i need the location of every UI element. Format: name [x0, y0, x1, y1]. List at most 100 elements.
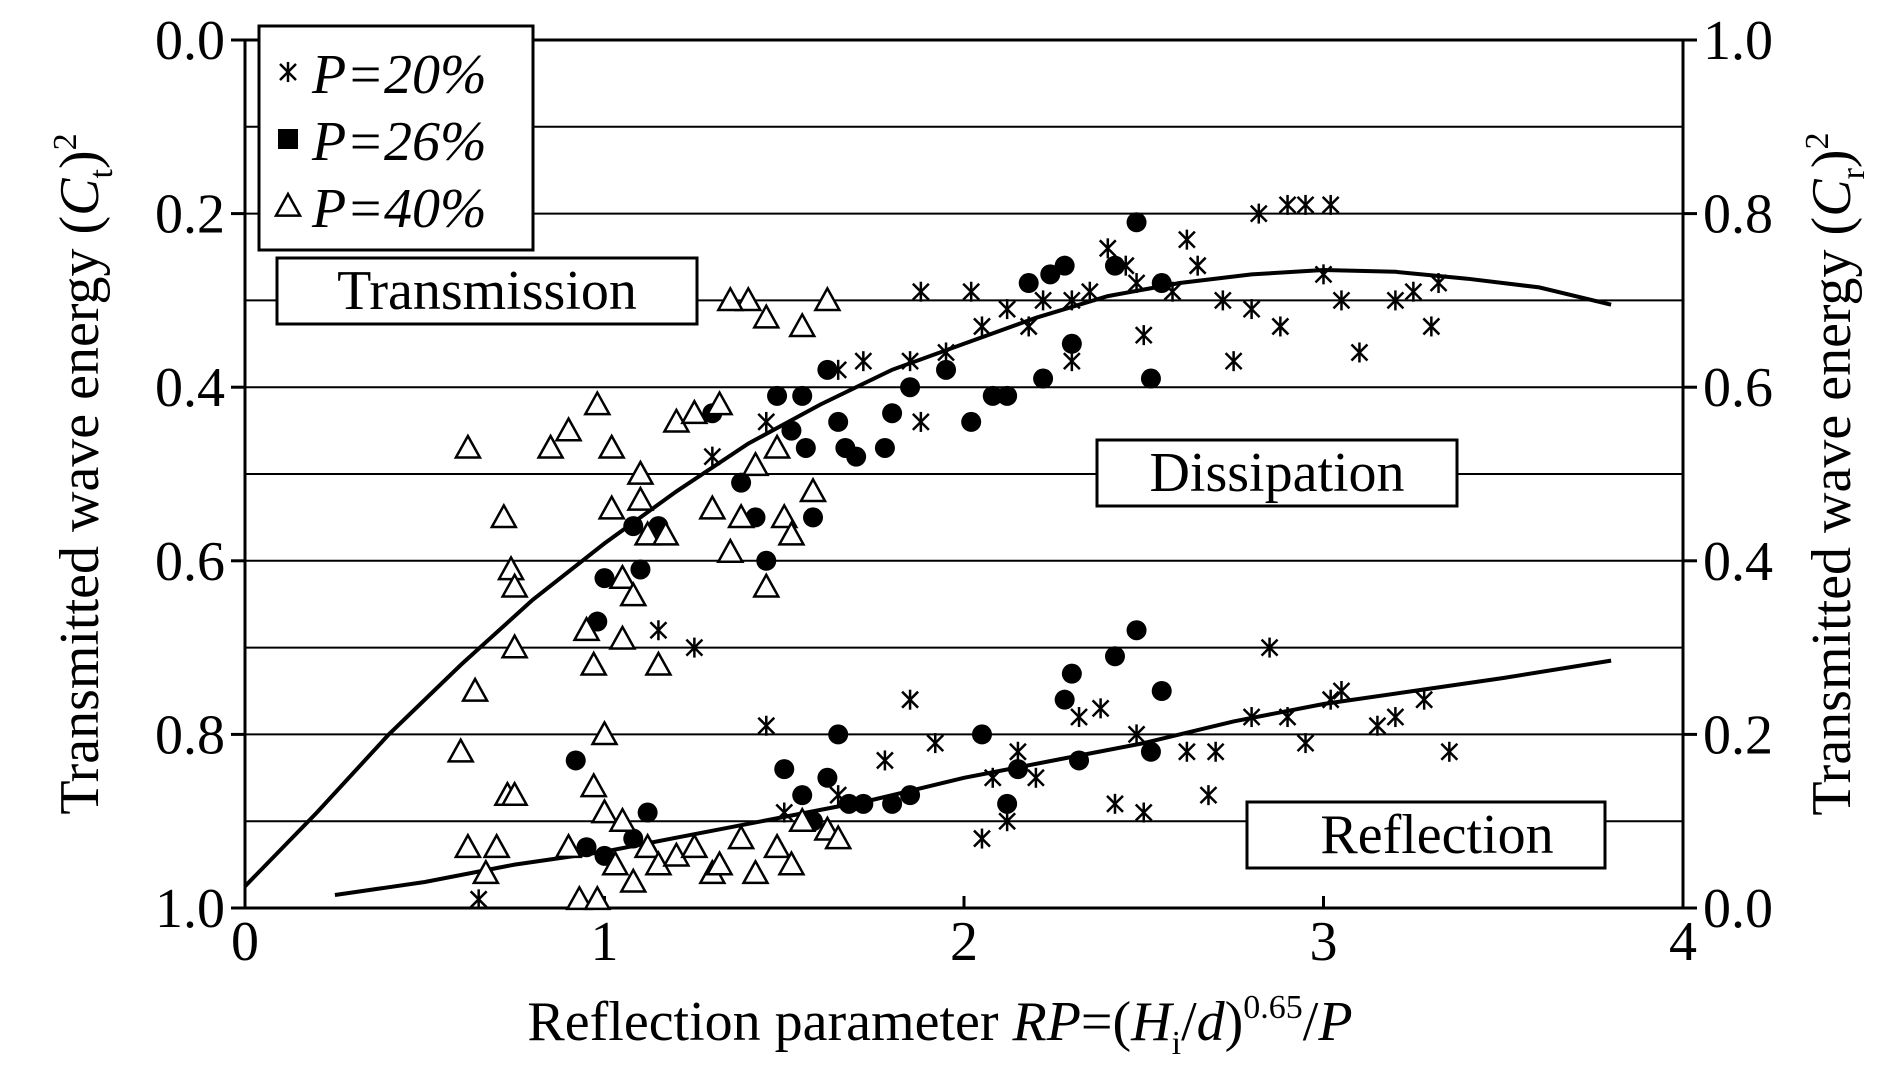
- data-point: [726, 823, 756, 850]
- data-point: [1332, 681, 1351, 701]
- data-point: [1070, 707, 1088, 728]
- data-point: [1127, 273, 1146, 294]
- data-point: [630, 559, 651, 580]
- data-point: [1061, 333, 1082, 354]
- data-point: [685, 637, 704, 658]
- data-point: [1260, 637, 1279, 658]
- data-point: [824, 823, 853, 850]
- dissipation-label: Dissipation: [1095, 438, 1459, 508]
- data-point: [998, 299, 1017, 320]
- data-point: [608, 624, 637, 650]
- data-point: [971, 724, 992, 745]
- data-point: [828, 724, 849, 745]
- legend-label-p26: P=26%: [311, 111, 487, 173]
- data-point: [1242, 299, 1261, 320]
- data-point: [1321, 194, 1340, 215]
- data-point: [726, 502, 756, 529]
- y-left-tick-label: 0.0: [155, 10, 225, 72]
- data-point: [1033, 368, 1054, 389]
- data-point: [590, 797, 619, 824]
- data-point: [565, 884, 594, 911]
- data-point: [1007, 759, 1028, 780]
- data-point: [705, 850, 734, 876]
- data-point: [792, 785, 813, 806]
- data-point: [489, 502, 518, 529]
- data-point: [1429, 273, 1448, 294]
- data-point: [1018, 273, 1039, 294]
- y-left-tick-label: 1.0: [155, 878, 225, 940]
- data-point: [536, 433, 565, 459]
- data-point: [554, 832, 583, 859]
- data-point: [1404, 281, 1423, 302]
- data-point: [1296, 733, 1315, 754]
- data-point: [1213, 290, 1232, 311]
- data-point: [762, 433, 792, 459]
- data-point: [853, 793, 874, 814]
- data-point: [453, 433, 483, 459]
- y-left-axis-title: Transmitted wave energy (Ct)2: [47, 133, 120, 814]
- data-point: [900, 377, 921, 398]
- y-left-tick-label: 0.6: [155, 531, 225, 593]
- data-point: [838, 793, 859, 814]
- y-left-tick-label: 0.2: [155, 184, 225, 246]
- data-point: [846, 446, 867, 467]
- data-point: [1314, 264, 1333, 285]
- data-point: [626, 485, 655, 511]
- data-point: [874, 437, 895, 458]
- data-point: [579, 650, 608, 676]
- dissipation-label-text: Dissipation: [1149, 442, 1404, 504]
- x-tick-label: 3: [1310, 911, 1338, 973]
- data-point: [601, 850, 630, 876]
- legend-label-p20: P=20%: [311, 44, 487, 106]
- data-point: [1422, 316, 1441, 337]
- y-right-tick-labels: 1.0 0.8 0.6 0.4 0.2 0.0: [1703, 10, 1773, 940]
- data-points: [446, 194, 1459, 911]
- data-point: [1386, 707, 1405, 728]
- data-point: [1134, 325, 1153, 346]
- data-point: [482, 832, 511, 859]
- data-point: [911, 411, 930, 432]
- y-left-tick-label: 0.8: [155, 704, 225, 766]
- data-point: [554, 416, 583, 442]
- data-point: [817, 359, 838, 380]
- data-point: [680, 398, 709, 425]
- data-point: [1126, 620, 1147, 641]
- reflection-label-text: Reflection: [1320, 804, 1553, 866]
- data-point: [795, 437, 816, 458]
- data-point: [1062, 290, 1081, 311]
- x-tick-label: 4: [1669, 911, 1697, 973]
- data-point: [998, 811, 1017, 832]
- data-point: [1178, 741, 1196, 762]
- data-point: [633, 832, 662, 859]
- data-point: [828, 411, 849, 432]
- data-point: [1332, 290, 1351, 311]
- data-point: [1386, 290, 1405, 311]
- data-point: [1034, 290, 1052, 311]
- data-point: [583, 884, 612, 911]
- data-point: [579, 771, 608, 798]
- transmission-label-text: Transmission: [337, 260, 637, 322]
- data-point: [757, 411, 776, 432]
- y-right-tick-label: 0.0: [1703, 878, 1773, 940]
- data-point: [1151, 681, 1172, 701]
- data-point: [460, 676, 490, 702]
- data-point: [1321, 689, 1340, 710]
- data-point: [471, 858, 500, 885]
- data-point: [1126, 212, 1147, 233]
- data-point: [453, 832, 483, 859]
- data-point: [1368, 715, 1387, 736]
- data-point: [798, 476, 828, 503]
- data-point: [623, 516, 644, 537]
- data-point: [608, 563, 637, 590]
- data-point: [752, 303, 781, 329]
- data-point: [500, 633, 529, 659]
- data-point: [1271, 316, 1290, 337]
- legend-marker: [278, 129, 298, 149]
- y-right-tick-label: 0.6: [1703, 357, 1773, 419]
- data-point: [997, 793, 1018, 814]
- data-point: [1054, 689, 1075, 710]
- y-right-tick-label: 1.0: [1703, 10, 1773, 72]
- data-point: [882, 793, 903, 814]
- data-point: [590, 719, 619, 746]
- data-point: [756, 550, 777, 571]
